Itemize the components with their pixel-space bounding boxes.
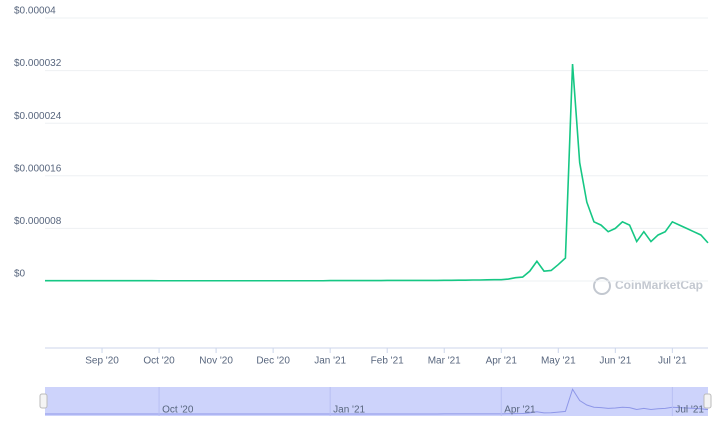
y-tick-label: $0.000016 bbox=[14, 163, 62, 174]
price-line bbox=[45, 63, 709, 282]
watermark-logo bbox=[593, 277, 611, 295]
navigator[interactable] bbox=[45, 387, 708, 416]
navigator-label: Jan '21 bbox=[333, 405, 365, 416]
navigator-label: Jul '21 bbox=[675, 405, 704, 416]
x-tick-label: Dec '20 bbox=[256, 356, 290, 367]
navigator-line bbox=[45, 388, 709, 415]
navigator-handle-left[interactable] bbox=[39, 393, 48, 409]
x-tick-label: Jun '21 bbox=[599, 356, 631, 367]
x-tick-label: Oct '20 bbox=[143, 356, 175, 367]
x-tick-label: Jul '21 bbox=[658, 356, 687, 367]
y-tick-label: $0.00004 bbox=[14, 6, 56, 17]
x-tick-label: Feb '21 bbox=[371, 356, 404, 367]
y-tick-label: $0.000032 bbox=[14, 58, 62, 69]
y-tick-label: $0.000024 bbox=[14, 111, 62, 122]
x-tick-label: May '21 bbox=[541, 356, 576, 367]
watermark: CoinMarketCap bbox=[615, 278, 703, 292]
x-tick-label: Mar '21 bbox=[428, 356, 461, 367]
navigator-label: Oct '20 bbox=[162, 405, 194, 416]
y-tick-label: $0 bbox=[14, 269, 26, 280]
y-tick-label: $0.000008 bbox=[14, 216, 62, 227]
navigator-label: Apr '21 bbox=[504, 405, 536, 416]
x-tick-label: Nov '20 bbox=[199, 356, 233, 367]
navigator-handle-right[interactable] bbox=[703, 393, 712, 409]
x-tick-label: Jan '21 bbox=[314, 356, 346, 367]
x-tick-label: Sep '20 bbox=[85, 356, 119, 367]
x-tick-label: Apr '21 bbox=[486, 356, 518, 367]
